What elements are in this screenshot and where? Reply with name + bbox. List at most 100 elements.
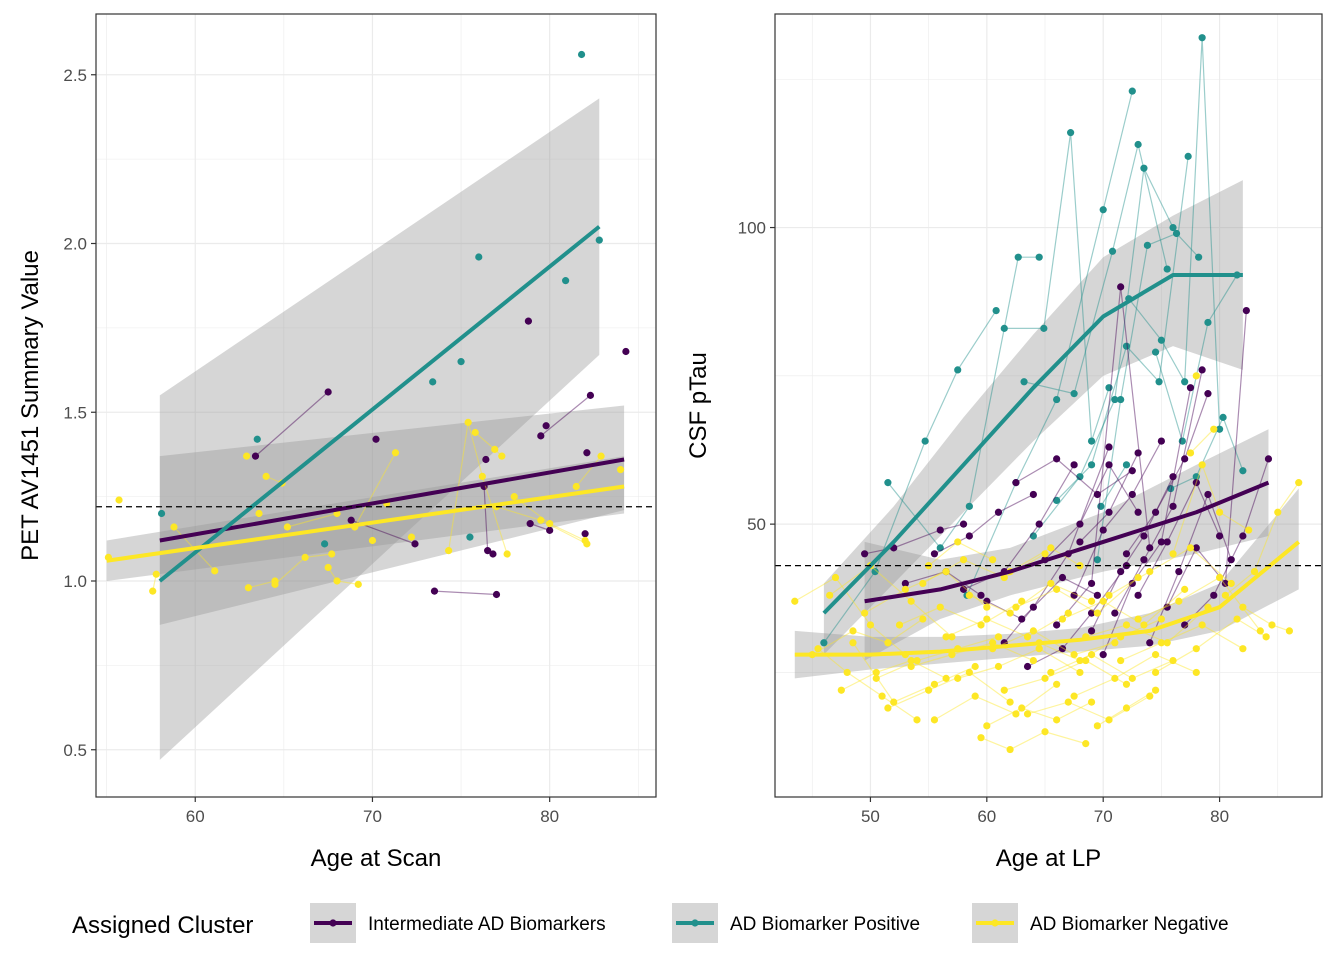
plot-area [96, 50, 656, 760]
data-point-negative [1012, 710, 1020, 718]
data-point-negative [919, 615, 927, 623]
data-point-intermediate [930, 550, 939, 558]
subject-line-negative [945, 612, 1069, 638]
data-point-positive [1040, 324, 1048, 332]
y-axis-title: PET AV1451 Summary Value [17, 250, 44, 561]
subject-line-positive [1154, 274, 1238, 442]
legend-title: Assigned Cluster [72, 912, 253, 939]
subject-line-negative [1073, 653, 1197, 697]
data-point-negative [1093, 722, 1101, 730]
confidence-band-positive [159, 98, 600, 760]
data-point-intermediate [1140, 532, 1148, 540]
data-point-positive [1239, 467, 1247, 475]
subject-line-negative [287, 512, 338, 528]
subject-line-negative [887, 671, 1011, 709]
data-point-positive [577, 50, 586, 59]
data-point-negative [1151, 668, 1160, 677]
data-point-negative [445, 547, 453, 555]
data-point-negative [1198, 461, 1206, 469]
data-point-negative [791, 597, 799, 605]
data-point-intermediate [542, 422, 550, 430]
data-point-negative [1262, 633, 1270, 641]
x-tick-label: 70 [363, 807, 382, 826]
data-point-negative [831, 573, 840, 582]
data-point-negative [597, 452, 605, 460]
data-point-negative [271, 580, 279, 588]
data-point-positive [1157, 336, 1165, 344]
subject-line-negative [1190, 428, 1215, 454]
data-point-intermediate [1128, 579, 1136, 588]
data-point-intermediate [1018, 615, 1026, 623]
data-point-negative [861, 609, 869, 617]
data-point-intermediate [1128, 490, 1136, 499]
legend-label-intermediate: Intermediate AD Biomarkers [368, 914, 606, 935]
data-point-intermediate [1093, 591, 1101, 599]
data-point-negative [471, 428, 479, 437]
y-tick-label: 1.5 [63, 403, 87, 422]
data-point-negative [1146, 567, 1154, 576]
data-point-intermediate [959, 520, 968, 528]
data-point-negative [1250, 567, 1259, 576]
data-point-positive [1087, 437, 1096, 445]
data-point-negative [1047, 579, 1055, 588]
subject-line-negative [876, 636, 999, 679]
legend-label-negative: AD Biomarker Negative [1030, 914, 1229, 935]
subject-line-intermediate [1102, 387, 1192, 655]
data-point-negative [1093, 609, 1101, 617]
data-point-negative [1029, 656, 1037, 665]
data-point-intermediate [1029, 603, 1037, 611]
data-point-positive [429, 378, 437, 386]
data-point-intermediate [1058, 645, 1067, 653]
data-point-negative [1076, 656, 1084, 665]
data-point-intermediate [1070, 591, 1078, 599]
data-point-negative [983, 615, 991, 623]
data-point-negative [1082, 740, 1090, 748]
x-axis-title: Age at Scan [311, 845, 442, 872]
data-point-intermediate [861, 550, 869, 558]
data-point-positive [1163, 265, 1171, 273]
data-point-negative [546, 520, 554, 528]
data-point-intermediate [1146, 639, 1154, 647]
data-point-negative [1169, 656, 1177, 665]
subject-line-intermediate [1015, 458, 1133, 496]
data-point-negative [872, 674, 880, 682]
x-tick-label: 80 [540, 807, 559, 826]
data-point-positive [1014, 253, 1022, 261]
data-point-negative [1181, 585, 1189, 593]
subject-line-negative [1004, 659, 1127, 691]
data-point-intermediate [1186, 384, 1195, 392]
data-point-intermediate [1140, 556, 1148, 564]
data-point-intermediate [1023, 662, 1032, 671]
data-point-positive [1155, 378, 1163, 386]
subject-line-negative [1155, 618, 1267, 673]
data-point-negative [1000, 573, 1008, 582]
data-point-intermediate [526, 520, 534, 528]
data-point-intermediate [372, 435, 380, 443]
data-point-negative [1256, 627, 1264, 635]
data-point-intermediate [1163, 603, 1171, 611]
confidence-band-positive [823, 180, 1243, 655]
data-point-negative [1151, 651, 1160, 659]
data-point-negative [901, 585, 909, 593]
subject-line-intermediate [934, 493, 1034, 555]
x-tick-label: 50 [861, 807, 880, 826]
data-point-negative [1140, 621, 1148, 629]
data-point-negative [925, 686, 933, 694]
data-point-intermediate [1157, 437, 1165, 445]
trend-line-positive [158, 225, 601, 583]
data-point-positive [253, 435, 261, 443]
data-point-negative [971, 692, 979, 700]
data-point-intermediate [1204, 390, 1212, 398]
subject-line-negative [980, 731, 1086, 751]
subject-line-negative [1038, 618, 1162, 662]
subject-line-negative [864, 570, 988, 614]
plot-area [775, 34, 1322, 754]
data-point-negative [942, 633, 950, 641]
data-point-negative [1146, 692, 1154, 700]
data-point-positive [1097, 502, 1105, 510]
subject-line-negative [575, 455, 602, 487]
data-point-negative [1233, 615, 1241, 623]
data-point-negative [936, 603, 944, 611]
data-point-intermediate [1076, 520, 1084, 528]
data-point-positive [1067, 129, 1075, 137]
